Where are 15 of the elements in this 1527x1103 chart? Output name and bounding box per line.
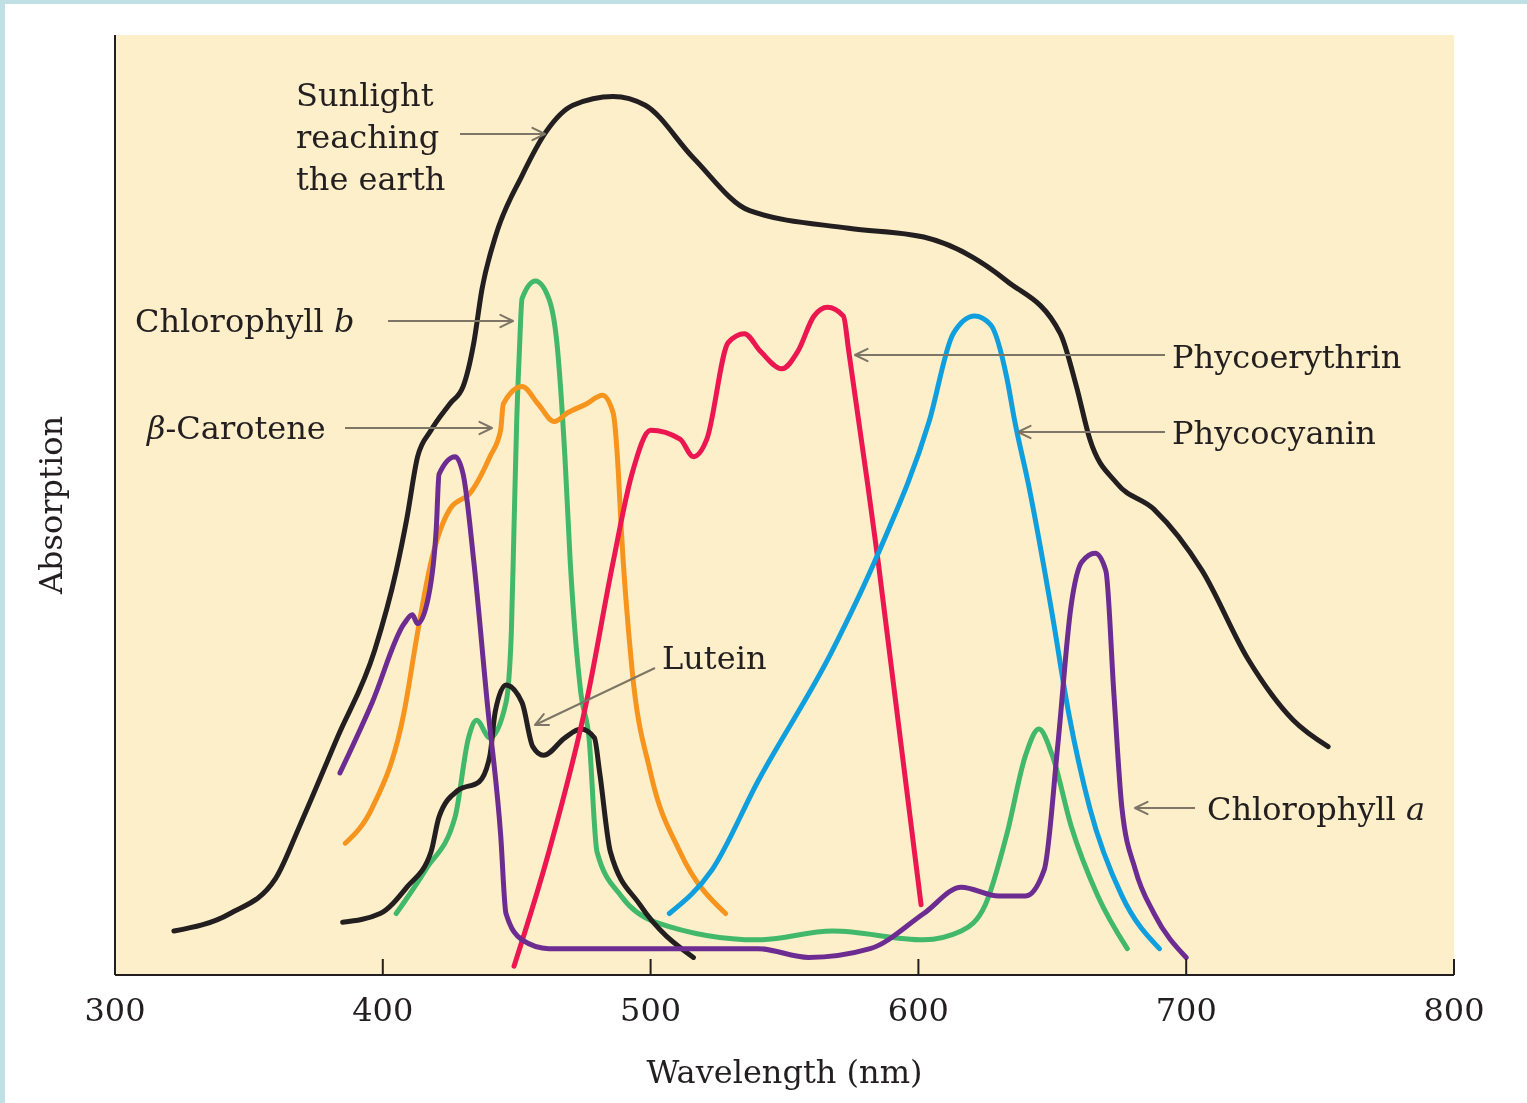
text: Chlorophyll b <box>135 302 355 340</box>
y-axis-title: Absorption <box>32 415 70 596</box>
text: Lutein <box>662 639 767 677</box>
x-tick-label: 800 <box>1423 990 1485 1029</box>
text: Phycocyanin <box>1172 414 1376 452</box>
x-tick-label: 500 <box>620 990 682 1029</box>
x-tick-label: 700 <box>1155 990 1217 1029</box>
text: β-Carotene <box>146 409 326 447</box>
series-label: Sunlight reaching the earth <box>296 76 446 198</box>
x-tick-label: 400 <box>352 990 414 1029</box>
x-axis-title: Wavelength (nm) <box>646 1053 923 1091</box>
x-tick-label: 300 <box>84 990 146 1029</box>
text: Phycoerythrin <box>1172 338 1402 376</box>
text: Chlorophyll a <box>1207 790 1426 828</box>
x-tick-label: 600 <box>887 990 949 1029</box>
